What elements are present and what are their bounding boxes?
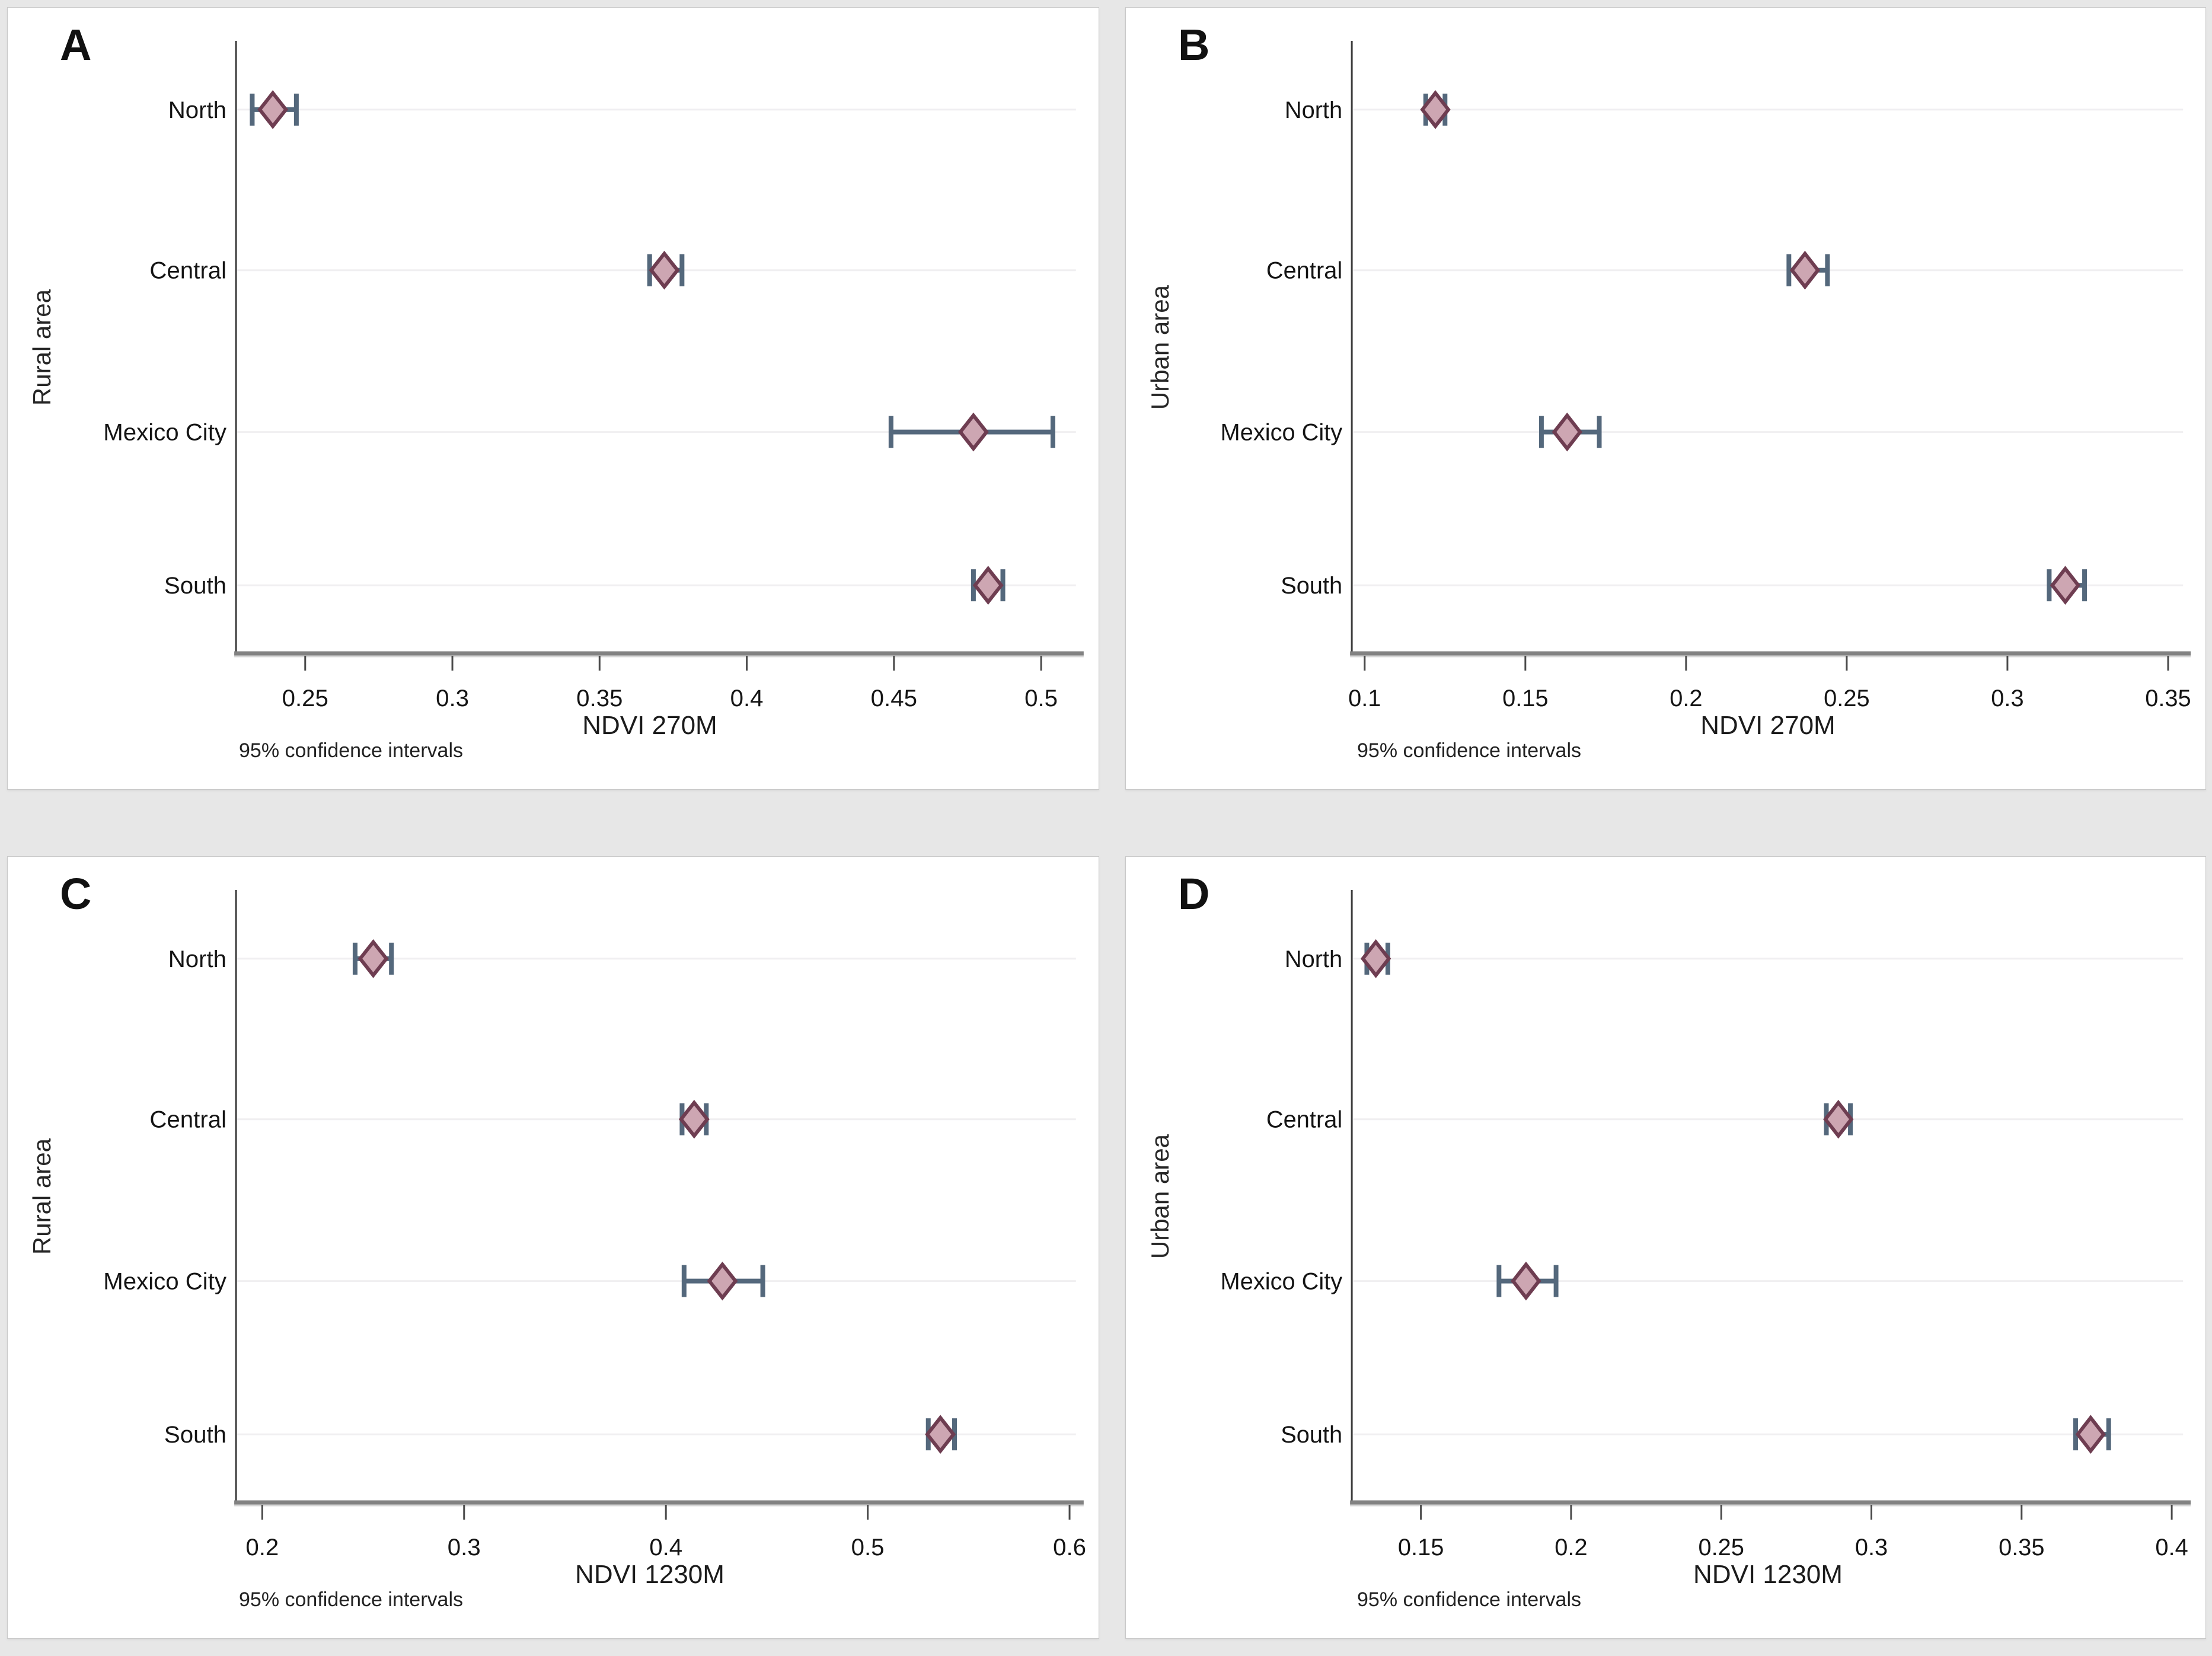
x-tick-label: 0.3 — [448, 1534, 481, 1561]
mean-marker-diamond — [925, 1415, 956, 1454]
x-tick-label: 0.35 — [1999, 1534, 2044, 1561]
mean-marker-diamond — [1552, 412, 1582, 452]
mean-marker-diamond — [257, 90, 289, 129]
x-tick-label: 0.2 — [1670, 685, 1702, 711]
panel-d-plot-area: North Central Mexico City South 0.15 0.2 0.25 0… — [1221, 890, 2191, 1561]
category-label: North — [1285, 97, 1342, 123]
mean-marker-diamond — [957, 412, 989, 452]
category-label: Mexico City — [1221, 1269, 1343, 1295]
panel-a: A Rural area North Central Mexico City Sout… — [7, 7, 1099, 790]
category-label: Central — [1266, 258, 1342, 284]
x-tick-label: 0.15 — [1502, 685, 1548, 711]
x-tick-label: 0.25 — [1698, 1534, 1744, 1561]
x-tick-label: 0.3 — [1855, 1534, 1888, 1561]
category-label: North — [1285, 946, 1342, 972]
mean-marker-diamond — [1360, 939, 1391, 978]
x-tick-label: 0.5 — [1024, 685, 1058, 711]
x-tick-label: 0.5 — [851, 1534, 885, 1561]
panel-c-letter: C — [60, 869, 92, 918]
x-tick-label: 0.6 — [1053, 1534, 1086, 1561]
panel-b-footnote: 95% confidence intervals — [1357, 739, 1582, 762]
panel-d: D Urban area North Central Mexico City Sout… — [1125, 856, 2206, 1639]
category-label: Mexico City — [1221, 420, 1343, 446]
mean-marker-diamond — [2050, 566, 2081, 605]
x-tick-label: 0.4 — [730, 685, 764, 711]
x-tick-label: 0.2 — [245, 1534, 279, 1561]
category-label: South — [164, 573, 226, 599]
category-label: Mexico City — [103, 1269, 226, 1295]
panel-a-footnote: 95% confidence intervals — [239, 739, 464, 762]
mean-marker-diamond — [1420, 90, 1451, 129]
x-tick-label: 0.2 — [1555, 1534, 1587, 1561]
panel-d-x-axis-title: NDVI 1230M — [1693, 1560, 1843, 1589]
panel-b-plot-area: North Central Mexico City South 0.1 0.15 0.2 0.… — [1221, 41, 2191, 711]
category-label: Central — [1266, 1107, 1342, 1133]
category-label: South — [1281, 1422, 1342, 1448]
mean-marker-diamond — [972, 566, 1004, 605]
category-label: Mexico City — [103, 420, 226, 446]
x-tick-label: 0.35 — [576, 685, 623, 711]
panel-d-letter: D — [1178, 869, 1210, 918]
x-tick-label: 0.45 — [871, 685, 917, 711]
x-tick-label: 0.35 — [2145, 685, 2191, 711]
panel-a-x-axis-title: NDVI 270M — [582, 711, 717, 740]
x-tick-label: 0.1 — [1348, 685, 1381, 711]
x-tick-label: 0.25 — [1824, 685, 1869, 711]
mean-marker-diamond — [1511, 1261, 1541, 1301]
category-label: South — [1281, 573, 1342, 599]
panel-b-letter: B — [1178, 20, 1210, 69]
panel-c-x-axis-title: NDVI 1230M — [575, 1560, 724, 1589]
category-label: Central — [149, 258, 226, 284]
category-label: North — [168, 946, 226, 972]
panel-b: B Urban area North Central Mexico City Sout… — [1125, 7, 2206, 790]
mean-marker-diamond — [1823, 1099, 1854, 1139]
mean-marker-diamond — [358, 939, 389, 978]
category-label: South — [164, 1422, 226, 1448]
x-tick-label: 0.3 — [1991, 685, 2023, 711]
x-tick-label: 0.4 — [649, 1534, 682, 1561]
mean-marker-diamond — [649, 250, 680, 290]
mean-marker-diamond — [1789, 250, 1821, 290]
panel-c-footnote: 95% confidence intervals — [239, 1588, 464, 1611]
mean-marker-diamond — [2075, 1415, 2106, 1454]
mean-marker-diamond — [678, 1099, 710, 1139]
panel-b-x-axis-title: NDVI 270M — [1700, 711, 1836, 740]
panel-c: C Rural area North Central Mexico City Sout… — [7, 856, 1099, 1639]
panel-a-letter: A — [60, 20, 92, 69]
panel-d-footnote: 95% confidence intervals — [1357, 1588, 1582, 1611]
panel-c-plot-area: North Central Mexico City South 0.2 0.3 0.4 0.5… — [103, 890, 1086, 1561]
category-label: Central — [149, 1107, 226, 1133]
x-tick-label: 0.25 — [282, 685, 328, 711]
mean-marker-diamond — [707, 1261, 738, 1301]
x-tick-label: 0.4 — [2155, 1534, 2188, 1561]
panel-a-plot-area: North Central Mexico City South 0.25 0.3 0.35 0… — [103, 41, 1084, 711]
category-label: North — [168, 97, 226, 123]
x-tick-label: 0.3 — [436, 685, 469, 711]
x-tick-label: 0.15 — [1398, 1534, 1444, 1561]
